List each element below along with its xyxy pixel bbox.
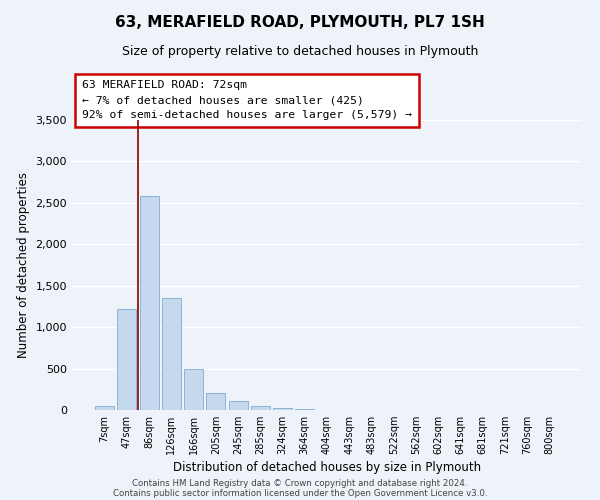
Bar xyxy=(184,368,203,410)
Bar xyxy=(295,409,314,410)
Bar xyxy=(206,394,225,410)
Text: 63 MERAFIELD ROAD: 72sqm
← 7% of detached houses are smaller (425)
92% of semi-d: 63 MERAFIELD ROAD: 72sqm ← 7% of detache… xyxy=(82,80,412,120)
X-axis label: Distribution of detached houses by size in Plymouth: Distribution of detached houses by size … xyxy=(173,462,481,474)
Bar xyxy=(251,406,270,410)
Bar xyxy=(140,196,158,410)
Text: 63, MERAFIELD ROAD, PLYMOUTH, PL7 1SH: 63, MERAFIELD ROAD, PLYMOUTH, PL7 1SH xyxy=(115,15,485,30)
Bar xyxy=(95,406,114,410)
Y-axis label: Number of detached properties: Number of detached properties xyxy=(17,172,30,358)
Text: Size of property relative to detached houses in Plymouth: Size of property relative to detached ho… xyxy=(122,45,478,58)
Text: Contains public sector information licensed under the Open Government Licence v3: Contains public sector information licen… xyxy=(113,488,487,498)
Text: Contains HM Land Registry data © Crown copyright and database right 2024.: Contains HM Land Registry data © Crown c… xyxy=(132,478,468,488)
Bar xyxy=(229,401,248,410)
Bar xyxy=(118,308,136,410)
Bar xyxy=(273,408,292,410)
Bar xyxy=(162,298,181,410)
